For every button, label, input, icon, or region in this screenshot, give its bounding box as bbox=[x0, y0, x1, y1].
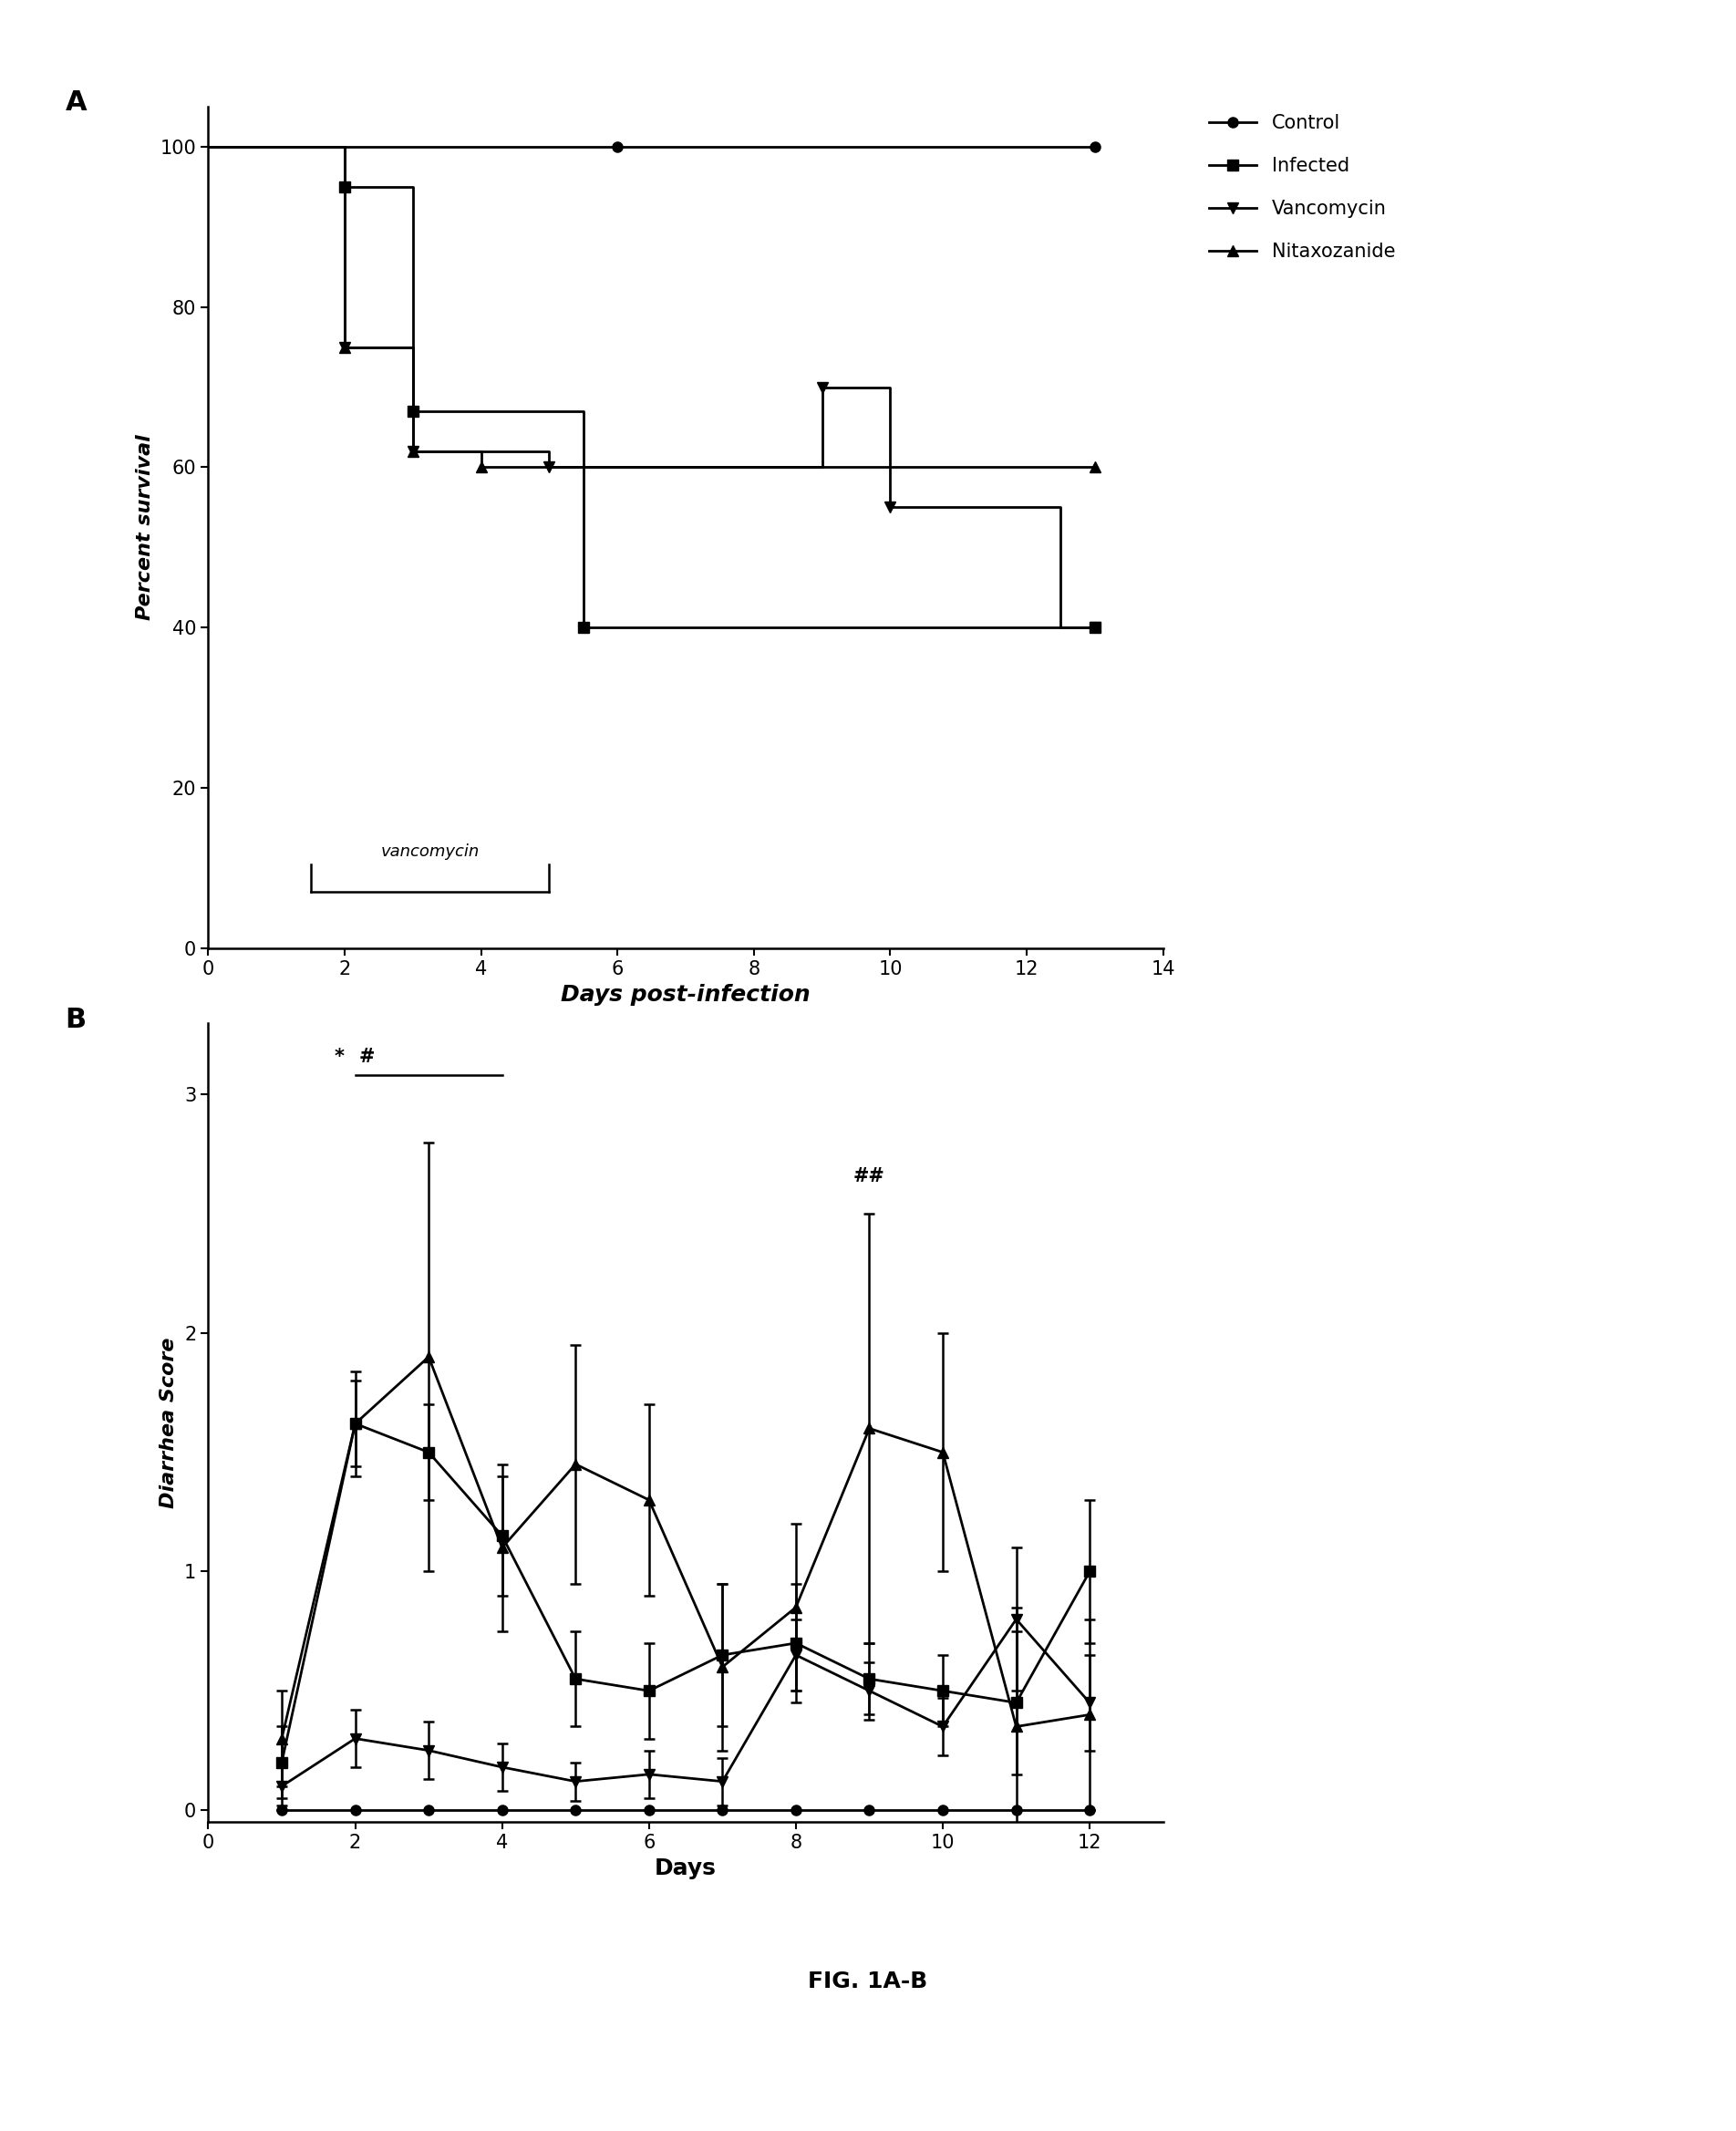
Text: *: * bbox=[333, 1048, 344, 1066]
Text: #: # bbox=[359, 1048, 375, 1066]
Text: B: B bbox=[64, 1008, 87, 1034]
Text: A: A bbox=[64, 90, 87, 117]
Text: ##: ## bbox=[854, 1168, 885, 1185]
Legend: Control, Infected, Vancomycin, Nitaxozanide: Control, Infected, Vancomycin, Nitaxozan… bbox=[1201, 107, 1403, 269]
X-axis label: Days post-infection: Days post-infection bbox=[561, 985, 811, 1006]
X-axis label: Days: Days bbox=[654, 1858, 717, 1880]
Y-axis label: Percent survival: Percent survival bbox=[135, 435, 155, 620]
Text: vancomycin: vancomycin bbox=[380, 844, 479, 861]
Y-axis label: Diarrhea Score: Diarrhea Score bbox=[160, 1336, 177, 1509]
Text: FIG. 1A-B: FIG. 1A-B bbox=[809, 1971, 927, 1992]
